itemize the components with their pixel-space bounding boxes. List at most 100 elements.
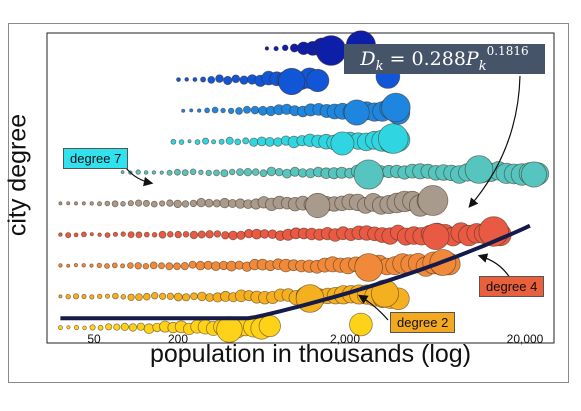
data-point [197, 230, 206, 239]
data-point [151, 232, 158, 238]
fit-formula-text: Dk = 0.288Pk0.1816 [360, 44, 529, 74]
data-point [205, 230, 214, 239]
data-point [66, 325, 71, 330]
data-point [187, 139, 192, 144]
data-point [158, 230, 167, 239]
data-point [58, 201, 63, 206]
annotation-degree-4: degree 4 [479, 276, 545, 297]
arrow-fit [468, 75, 521, 208]
annotation-degree-7: degree 7 [63, 148, 129, 169]
data-point [204, 198, 214, 208]
data-point [96, 262, 102, 269]
arrow-degree-4 [477, 253, 511, 279]
data-point [112, 292, 119, 300]
data-point [196, 108, 202, 113]
data-point [58, 294, 63, 299]
data-point [143, 292, 151, 301]
data-point [251, 168, 260, 176]
x-tick-label: 50 [87, 332, 101, 346]
data-point [273, 137, 283, 147]
data-point [223, 75, 233, 86]
data-point [182, 231, 190, 238]
data-point [89, 232, 94, 237]
data-point [194, 139, 201, 146]
data-point [210, 261, 221, 272]
data-point [181, 108, 186, 113]
data-point [104, 293, 111, 299]
data-point [184, 77, 190, 82]
chart-frame [8, 23, 569, 383]
data-point [173, 292, 183, 302]
x-tick-label: 200 [167, 332, 189, 346]
data-point [258, 314, 281, 338]
data-point [151, 170, 157, 175]
data-point [65, 232, 72, 239]
data-point [221, 231, 230, 240]
data-point [295, 284, 325, 313]
data-point [120, 201, 126, 207]
data-point [204, 107, 211, 114]
data-point [127, 293, 135, 301]
data-point [216, 316, 243, 343]
data-point [166, 169, 173, 176]
data-point [315, 35, 347, 66]
data-point [128, 323, 138, 332]
data-point [120, 170, 125, 175]
data-point [120, 231, 126, 237]
data-point [189, 230, 199, 240]
data-point [249, 137, 259, 147]
data-point [120, 293, 127, 300]
data-point [173, 262, 181, 271]
data-point [343, 99, 370, 126]
data-point [81, 231, 87, 238]
data-point [173, 199, 182, 209]
annotation-arrows [125, 75, 521, 321]
data-point [189, 199, 198, 208]
data-point [417, 185, 449, 216]
data-point [66, 201, 71, 206]
data-point [178, 139, 185, 145]
data-point [127, 231, 135, 239]
data-point [135, 199, 143, 207]
data-point [181, 169, 189, 177]
data-point [167, 231, 174, 238]
data-point [195, 260, 206, 271]
data-point [97, 232, 102, 237]
data-point [142, 263, 150, 270]
data-point [213, 230, 222, 238]
y-axis-label: city degree [3, 113, 32, 237]
data-point [264, 46, 270, 51]
data-point [135, 293, 143, 302]
data-point [113, 323, 121, 331]
data-point [349, 312, 373, 337]
data-point [89, 294, 95, 300]
data-point [142, 199, 150, 207]
data-point [520, 161, 547, 188]
data-point [264, 136, 275, 147]
data-point [228, 230, 238, 241]
data-point [73, 324, 80, 331]
data-point [135, 231, 143, 239]
data-point [58, 232, 63, 237]
data-point [198, 169, 204, 175]
data-point [306, 68, 330, 93]
data-point [205, 293, 215, 302]
arrow-degree-7 [125, 167, 154, 187]
data-point [112, 231, 119, 237]
data-point [181, 200, 190, 208]
bubble-layer [57, 30, 550, 343]
data-point [73, 232, 79, 238]
data-point [275, 167, 284, 177]
data-point [197, 291, 207, 302]
data-point [150, 200, 158, 208]
data-point [58, 263, 63, 268]
data-point [149, 261, 158, 270]
data-point [231, 74, 241, 84]
fit-curve [60, 223, 531, 321]
data-point [239, 75, 249, 85]
data-point [227, 107, 235, 115]
data-point [170, 138, 177, 145]
data-point [215, 74, 224, 83]
data-point [127, 200, 134, 207]
